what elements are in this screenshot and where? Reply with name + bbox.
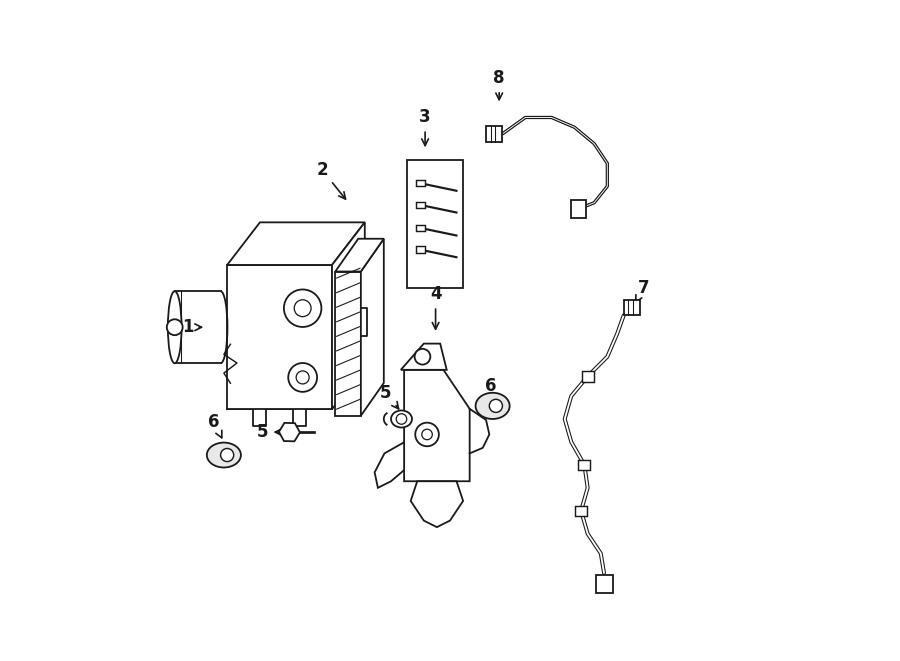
Bar [486, 126, 502, 141]
Bar [572, 200, 586, 218]
Bar [624, 299, 640, 315]
Bar [417, 202, 425, 208]
Ellipse shape [391, 410, 412, 428]
Text: 2: 2 [317, 161, 346, 199]
Polygon shape [332, 222, 365, 409]
Bar [581, 371, 593, 381]
Circle shape [490, 399, 502, 412]
Bar [575, 506, 587, 516]
Circle shape [166, 319, 183, 335]
Circle shape [288, 363, 317, 392]
Bar [408, 160, 464, 288]
Text: 5: 5 [256, 423, 286, 441]
Polygon shape [336, 239, 383, 272]
Ellipse shape [338, 288, 358, 301]
Text: 8: 8 [493, 69, 505, 100]
Polygon shape [361, 239, 383, 416]
Text: 5: 5 [380, 384, 399, 408]
Text: 3: 3 [419, 108, 431, 145]
Polygon shape [410, 481, 464, 527]
Text: 1: 1 [182, 318, 202, 336]
Circle shape [284, 290, 321, 327]
Text: 7: 7 [635, 279, 649, 303]
Text: 6: 6 [208, 413, 221, 438]
Polygon shape [227, 222, 364, 265]
Polygon shape [336, 272, 361, 416]
Bar [596, 575, 613, 594]
Circle shape [415, 349, 430, 365]
Ellipse shape [338, 317, 358, 329]
Bar [417, 180, 425, 186]
Polygon shape [374, 442, 404, 488]
Ellipse shape [168, 292, 182, 364]
Polygon shape [400, 344, 446, 369]
Ellipse shape [207, 443, 241, 467]
Bar [579, 459, 590, 470]
Bar [417, 247, 425, 253]
Polygon shape [227, 265, 332, 409]
Text: 6: 6 [485, 377, 497, 401]
Text: 4: 4 [430, 286, 441, 329]
Circle shape [415, 422, 439, 446]
Circle shape [396, 414, 407, 424]
Polygon shape [404, 369, 470, 481]
Bar [417, 225, 425, 231]
Ellipse shape [475, 393, 509, 419]
Circle shape [220, 448, 234, 461]
